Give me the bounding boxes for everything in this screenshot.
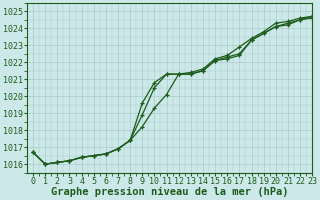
X-axis label: Graphe pression niveau de la mer (hPa): Graphe pression niveau de la mer (hPa) — [51, 187, 288, 197]
